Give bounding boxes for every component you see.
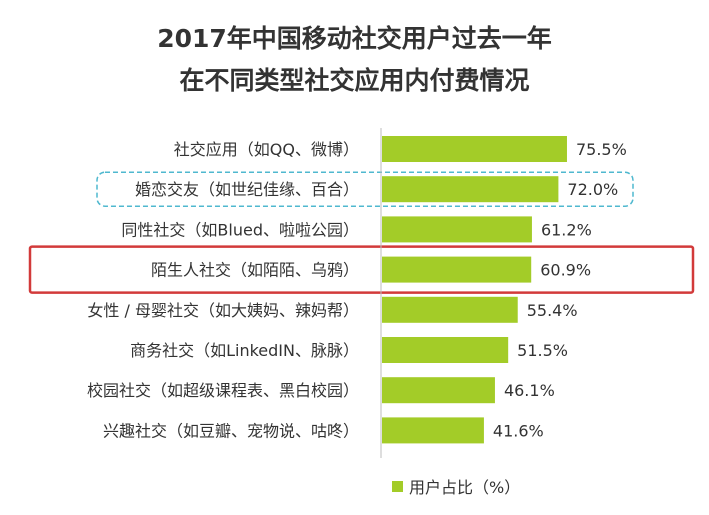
bar	[382, 337, 509, 363]
bar	[382, 136, 567, 162]
value-label: 55.4%	[527, 301, 578, 320]
category-label: 商务社交（如LinkedIN、脉脉）	[130, 341, 359, 360]
value-label: 60.9%	[540, 261, 591, 280]
highlight-box-dashed	[96, 171, 634, 207]
value-label: 46.1%	[504, 381, 555, 400]
legend-swatch	[392, 480, 403, 492]
value-label: 51.5%	[517, 341, 568, 360]
category-label: 社交应用（如QQ、微博）	[174, 140, 359, 159]
highlight-box-solid	[28, 245, 695, 294]
bar	[382, 417, 484, 444]
category-label: 兴趣社交（如豆瓣、宠物说、咕咚）	[103, 421, 359, 440]
bar	[382, 216, 532, 243]
category-label: 女性 / 母婴社交（如大姨妈、辣妈帮）	[87, 301, 359, 320]
chart-subtitle: 在不同类型社交应用内付费情况	[179, 66, 530, 95]
legend-label: 用户占比（%）	[409, 478, 521, 497]
bar	[382, 176, 559, 203]
chart-title: 2017年中国移动社交用户过去一年	[157, 24, 552, 53]
category-label: 校园社交（如超级课程表、黑白校园）	[87, 381, 359, 400]
bar	[382, 377, 495, 404]
category-label: 陌生人社交（如陌陌、乌鸦）	[151, 261, 359, 280]
value-label: 72.0%	[567, 180, 618, 199]
bar	[382, 256, 532, 283]
value-label: 41.6%	[493, 421, 544, 440]
value-label: 75.5%	[576, 140, 627, 159]
legend: 用户占比（%）	[392, 474, 520, 498]
category-label: 同性社交（如Blued、啦啦公园）	[121, 220, 359, 239]
value-label: 61.2%	[541, 220, 592, 239]
bar	[382, 296, 518, 323]
category-label: 婚恋交友（如世纪佳缘、百合）	[135, 180, 359, 199]
